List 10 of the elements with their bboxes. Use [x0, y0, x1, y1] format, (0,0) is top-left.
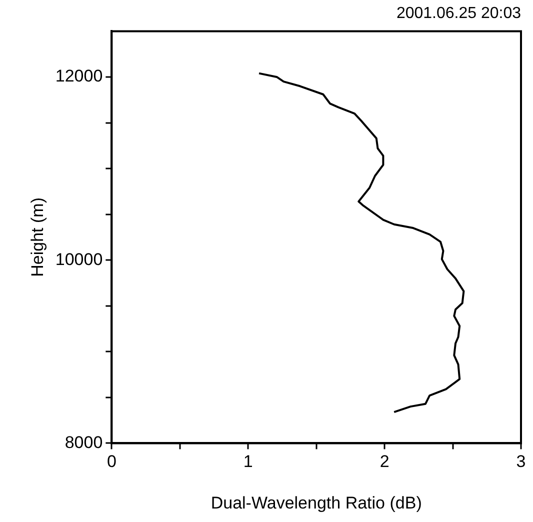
x-tick-label: 1: [243, 452, 253, 472]
x-tick-label: 0: [106, 452, 116, 472]
x-tick-label: 3: [516, 452, 526, 472]
y-axis-title: Height (m): [28, 198, 47, 277]
chart-title: 2001.06.25 20:03: [396, 5, 522, 22]
y-tick-label: 12000: [55, 66, 103, 86]
x-axis-title: Dual-Wavelength Ratio (dB): [210, 493, 422, 512]
x-tick-label: 2: [380, 452, 390, 472]
y-tick-label: 10000: [55, 250, 103, 269]
y-tick-label: 8000: [64, 432, 103, 452]
